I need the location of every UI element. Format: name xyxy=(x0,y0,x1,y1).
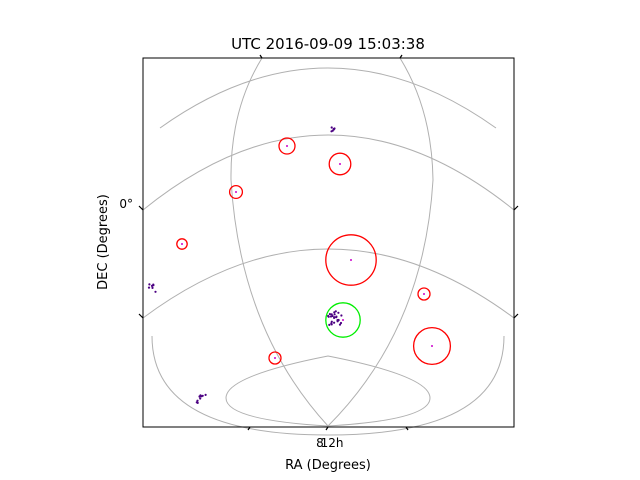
ra-gridline xyxy=(231,58,328,426)
source-point xyxy=(199,397,201,399)
x-axis-label: RA (Degrees) xyxy=(285,458,371,473)
ra-tick-label: 12h xyxy=(321,436,344,450)
source-point xyxy=(151,287,153,289)
target-center-point xyxy=(181,243,183,245)
source-point xyxy=(331,321,333,323)
source-point xyxy=(154,291,156,293)
chart-title: UTC 2016-09-09 15:03:38 xyxy=(231,35,425,53)
y-axis-label: DEC (Degrees) xyxy=(96,194,111,290)
source-point xyxy=(148,283,150,285)
source-point xyxy=(340,314,342,316)
plot-frame xyxy=(139,55,518,430)
plot-border xyxy=(143,58,514,427)
target-center-point xyxy=(339,163,341,165)
source-point xyxy=(152,284,154,286)
source-points xyxy=(148,126,343,404)
target-center-point xyxy=(423,293,425,295)
tick-mark xyxy=(514,206,518,210)
source-point xyxy=(148,287,150,289)
source-point xyxy=(333,316,335,318)
source-point xyxy=(200,395,202,397)
source-point xyxy=(333,322,335,324)
source-point xyxy=(331,126,333,128)
dec-gridline xyxy=(143,249,514,318)
target-center-point xyxy=(350,259,352,261)
source-point xyxy=(340,322,342,324)
target-center-point xyxy=(431,345,433,347)
tick-mark xyxy=(139,206,143,210)
coordinate-grid xyxy=(143,58,514,435)
target-center-point xyxy=(286,145,288,147)
target-circles xyxy=(177,138,451,364)
source-point xyxy=(337,312,339,314)
source-point xyxy=(196,401,198,403)
source-point xyxy=(333,127,335,129)
dec-tick-label: 0° xyxy=(119,197,133,211)
dec-gridline xyxy=(160,68,496,128)
source-point xyxy=(335,310,337,312)
dec-gridline xyxy=(152,336,504,435)
source-point xyxy=(335,316,337,318)
target-center-point xyxy=(342,319,344,321)
dec-gridline xyxy=(226,356,430,426)
dec-gridline xyxy=(143,135,514,210)
source-point xyxy=(330,315,332,317)
source-point xyxy=(198,395,200,397)
source-point xyxy=(327,315,329,317)
tick-mark xyxy=(139,314,143,318)
tick-mark xyxy=(514,314,518,318)
source-point xyxy=(328,324,330,326)
source-point xyxy=(205,394,207,396)
target-center-point xyxy=(235,191,237,193)
source-point xyxy=(337,320,339,322)
target-center-point xyxy=(274,357,276,359)
source-point xyxy=(331,323,333,325)
source-point xyxy=(334,313,336,315)
ra-gridline xyxy=(328,58,433,426)
source-point xyxy=(332,130,334,132)
